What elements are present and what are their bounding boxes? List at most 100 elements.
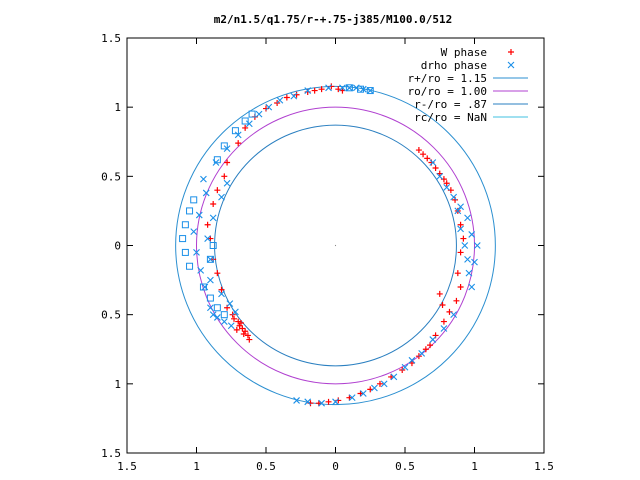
point-1-44: [465, 269, 473, 277]
point-0-54: [427, 342, 434, 349]
point-1-10: [255, 110, 263, 118]
reference-circle-2: [214, 124, 457, 367]
point-0-63: [346, 394, 353, 401]
y-tick-label-5: 1: [114, 101, 121, 114]
point-1-59: [371, 384, 378, 392]
legend-label-1: drho phase: [421, 59, 487, 72]
point-1-65: [293, 397, 300, 404]
point-0-24: [235, 318, 242, 325]
point-1-1: [346, 84, 353, 92]
point-1-20: [197, 267, 205, 274]
point-0-61: [367, 386, 374, 393]
point-2-15: [206, 294, 214, 302]
point-0-11: [242, 124, 249, 131]
point-1-11: [245, 120, 253, 128]
point-1-23: [209, 311, 217, 319]
point-0-20: [214, 270, 221, 277]
point-1-41: [457, 225, 464, 233]
point-0-4: [311, 87, 318, 94]
x-tick-label-4: 0.5: [395, 460, 415, 473]
point-2-1: [357, 85, 365, 93]
point-1-32: [204, 235, 212, 242]
point-2-5: [231, 127, 239, 135]
point-1-35: [223, 179, 231, 187]
point-0-65: [325, 398, 332, 405]
point-0-68: [436, 290, 443, 297]
point-0-12: [235, 140, 242, 147]
point-0-28: [246, 336, 253, 343]
point-0-17: [204, 221, 211, 228]
point-1-16: [202, 189, 210, 197]
point-2-2: [366, 87, 374, 95]
point-1-9: [265, 103, 273, 111]
point-0-29: [236, 322, 243, 329]
point-0-59: [388, 373, 395, 380]
x-tick-label-1: 1: [193, 460, 200, 473]
point-0-35: [420, 151, 427, 158]
legend-marker-1: [507, 61, 515, 69]
point-1-18: [190, 228, 198, 236]
data-points: [179, 83, 481, 407]
point-1-46: [471, 258, 478, 266]
point-1-38: [443, 184, 451, 191]
point-0-69: [439, 301, 446, 308]
point-0-41: [443, 180, 450, 187]
y-tick-label-3: 0: [114, 240, 121, 253]
point-1-52: [440, 325, 448, 332]
point-1-8: [276, 96, 284, 104]
point-0-13: [224, 159, 231, 166]
point-1-48: [468, 231, 476, 238]
series-1: [190, 84, 481, 407]
axes: 1.5 1 0.5 0 0.5 1 1.51.510.500.511.5: [101, 32, 554, 473]
point-2-0: [345, 84, 353, 92]
point-1-53: [429, 336, 437, 343]
point-1-15: [200, 175, 207, 183]
point-0-34: [415, 147, 422, 154]
point-1-25: [220, 318, 228, 325]
point-1-22: [207, 304, 214, 312]
point-1-40: [454, 207, 462, 215]
reference-circles: [175, 85, 496, 406]
point-0-55: [422, 346, 429, 353]
point-1-62: [332, 398, 339, 406]
point-0-14: [221, 173, 228, 180]
point-1-24: [213, 314, 221, 321]
point-0-21: [218, 286, 225, 293]
point-0-52: [440, 318, 447, 325]
y-tick-label-6: 1.5: [101, 32, 121, 45]
point-0-33: [231, 315, 238, 322]
point-0-30: [233, 326, 240, 333]
point-1-57: [390, 373, 398, 381]
x-tick-label-5: 1: [471, 460, 478, 473]
legend-label-3: ro/ro = 1.00: [408, 85, 487, 98]
legend-label-4: r-/ro = .87: [414, 98, 487, 111]
reference-circle-1: [196, 106, 475, 385]
point-0-60: [376, 380, 383, 387]
point-0-48: [454, 270, 461, 277]
y-tick-label-0: 1.5: [101, 447, 121, 460]
y-tick-label-1: 1: [114, 378, 121, 391]
point-1-45: [468, 283, 476, 291]
point-2-14: [199, 283, 207, 291]
point-1-17: [195, 211, 203, 219]
point-2-11: [179, 235, 187, 243]
point-0-66: [315, 400, 322, 407]
point-2-9: [186, 207, 194, 215]
point-0-32: [237, 319, 244, 326]
point-1-12: [234, 131, 242, 139]
legend-label-5: rc/ro = NaN: [414, 111, 487, 124]
point-1-55: [408, 356, 416, 364]
point-1-0: [339, 84, 346, 92]
x-tick-label-0: 1.5: [117, 460, 137, 473]
point-1-49: [464, 214, 471, 222]
point-1-6: [304, 87, 312, 94]
point-0-50: [453, 297, 460, 304]
point-2-13: [186, 262, 194, 270]
point-1-27: [232, 308, 239, 316]
y-tick-label-2: 0.5: [101, 309, 121, 322]
x-tick-label-6: 1.5: [534, 460, 554, 473]
point-2-7: [213, 156, 221, 164]
point-2-10: [181, 221, 189, 229]
point-0-25: [239, 325, 246, 332]
point-2-3: [248, 110, 256, 118]
